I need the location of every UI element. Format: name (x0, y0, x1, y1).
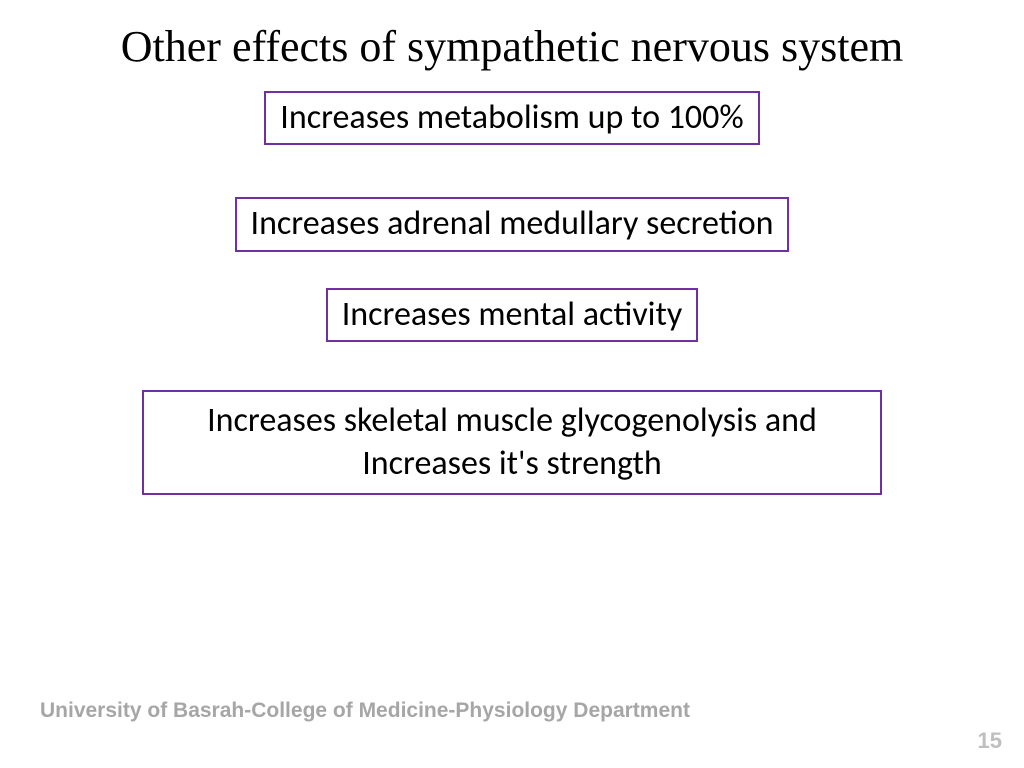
page-number: 15 (978, 728, 1002, 754)
footer-attribution: University of Basrah-College of Medicine… (40, 699, 690, 723)
effect-box-metabolism: Increases metabolism up to 100% (264, 91, 759, 146)
effect-box-adrenal: Increases adrenal medullary secretion (235, 197, 790, 252)
effect-box-glycogenolysis: Increases skeletal muscle glycogenolysis… (142, 390, 882, 495)
effect-box-mental: Increases mental activity (326, 288, 699, 343)
content-area: Increases metabolism up to 100% Increase… (0, 73, 1024, 496)
slide-title: Other effects of sympathetic nervous sys… (0, 0, 1024, 73)
